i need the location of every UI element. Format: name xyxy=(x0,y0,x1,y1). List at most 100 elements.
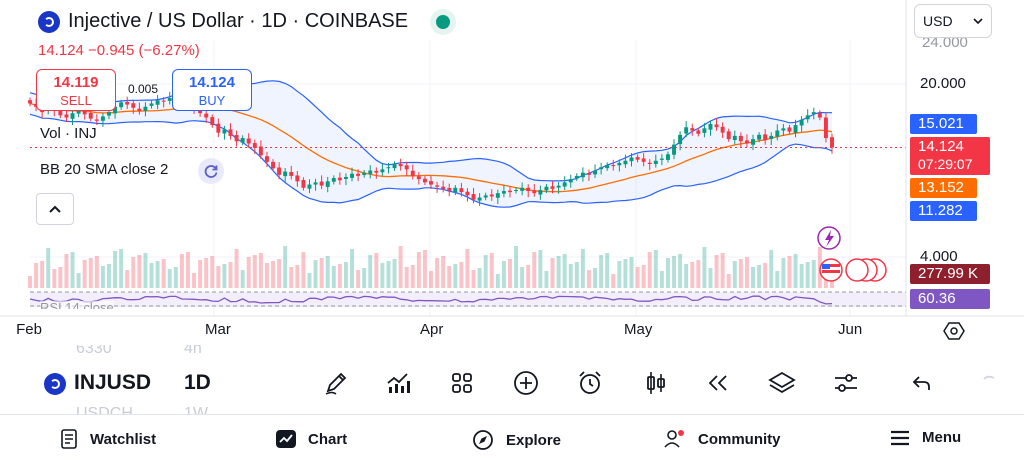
symbol-picker[interactable]: INJUSD xyxy=(74,371,152,394)
candle-body xyxy=(410,170,415,176)
nav-community[interactable]: Community xyxy=(664,429,781,449)
candle-body xyxy=(811,112,816,115)
volume-bar xyxy=(665,258,670,288)
volume-bar xyxy=(805,262,810,288)
collapse-indicators-button[interactable] xyxy=(36,193,74,225)
undo-icon[interactable] xyxy=(906,367,938,399)
replay-icon[interactable] xyxy=(702,367,734,399)
currency-select[interactable]: USD xyxy=(914,4,992,38)
candle xyxy=(714,118,719,131)
candle-body xyxy=(307,184,312,189)
candle-body xyxy=(720,126,725,133)
candle-body xyxy=(459,188,464,193)
bb-basis-tag: 13.152 xyxy=(910,178,977,198)
nav-explore[interactable]: Explore xyxy=(472,429,561,451)
candle-body xyxy=(550,186,555,189)
chart-settings-icon[interactable] xyxy=(943,320,965,347)
candle-body xyxy=(94,119,99,121)
layouts-icon[interactable] xyxy=(446,367,478,399)
candle xyxy=(623,154,628,168)
candle xyxy=(817,110,822,121)
volume-bar xyxy=(325,256,330,288)
candle-body xyxy=(161,100,166,102)
nav-chart-label: Chart xyxy=(308,430,348,448)
redo-icon[interactable] xyxy=(972,367,1004,399)
interval-picker[interactable]: 1D xyxy=(184,371,211,394)
volume-bar xyxy=(131,257,136,288)
rsi-indicator-label[interactable]: RSI 14 close xyxy=(40,301,114,309)
volume-bar xyxy=(198,260,203,288)
symbol-header[interactable]: Injective / US Dollar · 1D · COINBASE xyxy=(38,10,451,33)
draw-icon[interactable] xyxy=(320,367,352,399)
candle xyxy=(240,135,245,146)
candle xyxy=(684,121,689,138)
candle-body xyxy=(380,169,385,173)
candle xyxy=(447,183,452,197)
last-price-value: 14.124 xyxy=(918,138,964,155)
candle-body xyxy=(556,185,561,188)
candle-body xyxy=(708,124,713,130)
candle xyxy=(295,171,300,187)
candle xyxy=(228,123,233,140)
candle-body xyxy=(702,128,707,133)
volume-bar xyxy=(580,249,585,288)
chart-type-icon[interactable] xyxy=(640,367,672,399)
volume-bar xyxy=(471,270,476,288)
volume-bar xyxy=(258,253,263,288)
candle-body xyxy=(331,178,336,182)
refresh-icon[interactable] xyxy=(198,158,224,184)
candle xyxy=(763,129,768,145)
chart-icon xyxy=(276,430,296,448)
settings-sliders-icon[interactable] xyxy=(830,367,862,399)
volume-bar xyxy=(641,265,646,288)
alert-icon[interactable] xyxy=(574,367,606,399)
candle-body xyxy=(641,158,646,162)
sell-button[interactable]: 14.119 SELL xyxy=(36,69,116,111)
volume-bar xyxy=(52,269,57,288)
candle xyxy=(775,124,780,141)
nav-menu[interactable]: Menu xyxy=(890,429,961,446)
candle xyxy=(125,96,130,109)
nav-chart[interactable]: Chart xyxy=(276,429,347,449)
candle xyxy=(751,134,755,151)
candle xyxy=(350,167,354,182)
candle-body xyxy=(726,131,731,140)
volume-bar xyxy=(307,273,312,288)
candle-body xyxy=(107,112,111,116)
candle-body xyxy=(88,112,93,119)
time-axis-jun: Jun xyxy=(838,321,863,338)
volume-bar xyxy=(210,256,215,288)
candle xyxy=(307,179,312,194)
candle-body xyxy=(617,162,622,166)
candle-body xyxy=(629,157,634,162)
buy-button[interactable]: 14.124 BUY xyxy=(172,69,252,111)
watchlist-icon xyxy=(61,429,77,449)
volume-bar xyxy=(76,273,81,288)
candle-body xyxy=(714,124,719,128)
candle-body xyxy=(532,190,537,194)
candle-body xyxy=(131,103,136,108)
layers-icon[interactable] xyxy=(766,367,798,399)
buy-price: 14.124 xyxy=(189,74,235,91)
volume-bar xyxy=(386,261,391,288)
candle xyxy=(398,158,403,171)
volume-bar xyxy=(726,274,731,288)
indicators-icon[interactable] xyxy=(382,367,414,399)
candle xyxy=(514,187,519,194)
volume-bar xyxy=(538,250,543,288)
candle xyxy=(88,110,93,122)
candle xyxy=(605,162,610,171)
nav-watchlist[interactable]: Watchlist xyxy=(60,429,156,449)
bollinger-indicator-label[interactable]: BB 20 SMA close 2 xyxy=(40,161,169,178)
candle xyxy=(538,185,543,200)
volume-bar xyxy=(599,255,604,288)
add-icon[interactable] xyxy=(510,367,542,399)
volume-bar xyxy=(520,267,525,288)
volume-bar xyxy=(459,262,464,288)
candle xyxy=(204,109,209,123)
volume-bar xyxy=(167,269,172,288)
volume-bar xyxy=(696,260,701,288)
volume-indicator-label[interactable]: Vol · INJ xyxy=(40,125,97,142)
candle-body xyxy=(775,130,780,137)
